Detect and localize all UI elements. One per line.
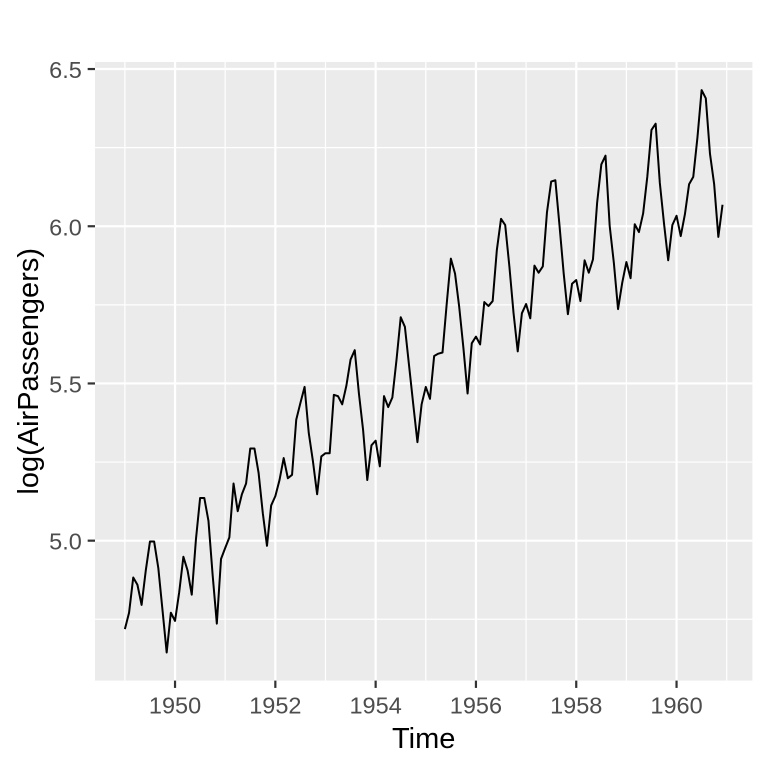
svg-text:5.0: 5.0: [49, 529, 82, 555]
svg-text:1956: 1956: [450, 693, 502, 719]
svg-text:1960: 1960: [650, 693, 702, 719]
svg-text:6.5: 6.5: [49, 57, 82, 83]
svg-text:1952: 1952: [249, 693, 301, 719]
svg-text:1950: 1950: [149, 693, 201, 719]
svg-text:1954: 1954: [349, 693, 401, 719]
svg-text:5.5: 5.5: [49, 371, 82, 397]
svg-text:1958: 1958: [550, 693, 602, 719]
svg-text:6.0: 6.0: [49, 214, 82, 240]
svg-text:log(AirPassengers): log(AirPassengers): [13, 248, 45, 495]
svg-text:Time: Time: [392, 723, 455, 755]
